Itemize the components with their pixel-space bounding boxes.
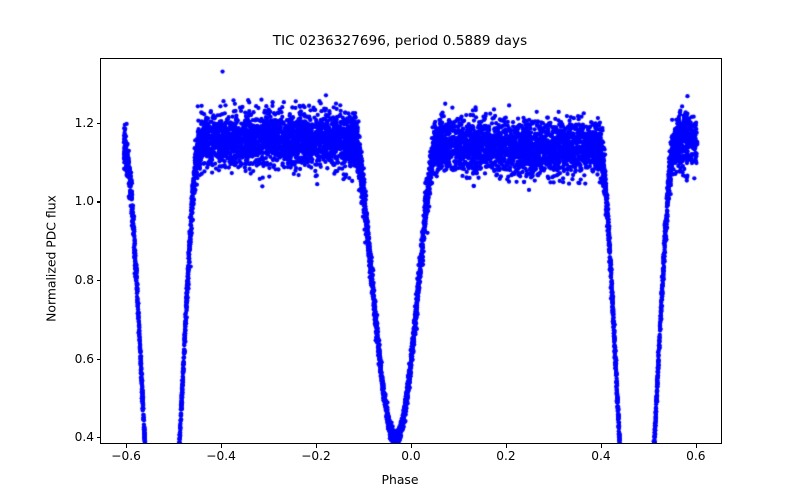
y-tick-mark bbox=[96, 201, 101, 203]
x-tick-mark bbox=[505, 444, 507, 448]
x-tick-mark bbox=[600, 444, 602, 448]
y-tick-label: 1.0 bbox=[74, 194, 94, 209]
x-tick-label: −0.4 bbox=[206, 449, 236, 463]
x-tick-mark bbox=[695, 444, 697, 448]
chart-title: TIC 0236327696, period 0.5889 days bbox=[272, 33, 528, 49]
x-tick-mark bbox=[411, 444, 413, 448]
y-tick-label: 0.8 bbox=[74, 273, 94, 288]
x-tick-label: 0.2 bbox=[496, 449, 516, 463]
x-tick-label: −0.6 bbox=[111, 449, 141, 463]
y-tick-label: 1.2 bbox=[74, 115, 94, 130]
plot-area bbox=[100, 58, 722, 444]
y-tick-mark bbox=[96, 122, 101, 124]
y-tick-mark bbox=[96, 280, 101, 282]
x-tick-label: 0.6 bbox=[686, 449, 706, 463]
y-axis-label: Normalized PDC flux bbox=[43, 195, 59, 322]
y-tick-label: 0.4 bbox=[74, 430, 94, 445]
x-tick-mark bbox=[126, 444, 128, 448]
scatter-plot-canvas bbox=[101, 59, 721, 443]
x-tick-label: 0.0 bbox=[401, 449, 421, 463]
y-tick-label: 0.6 bbox=[74, 351, 94, 366]
x-tick-label: 0.4 bbox=[591, 449, 611, 463]
x-tick-mark bbox=[316, 444, 318, 448]
y-tick-mark bbox=[96, 437, 101, 439]
x-tick-mark bbox=[221, 444, 223, 448]
y-tick-mark bbox=[96, 358, 101, 360]
x-tick-label: −0.2 bbox=[301, 449, 331, 463]
x-axis-label: Phase bbox=[381, 472, 419, 487]
